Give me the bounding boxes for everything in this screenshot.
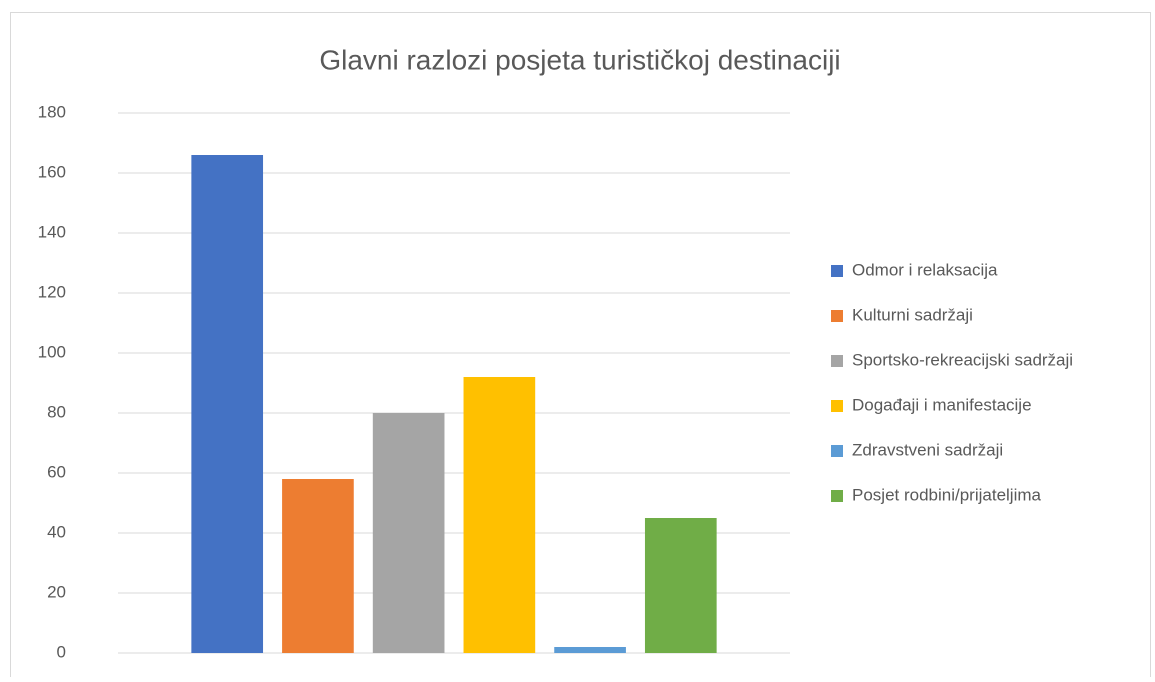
legend-label: Kulturni sadržaji <box>852 305 973 324</box>
bar <box>463 377 536 653</box>
y-tick-label: 0 <box>57 642 66 661</box>
y-tick-label: 120 <box>38 282 66 301</box>
legend-swatch <box>831 310 843 322</box>
bar <box>282 479 354 653</box>
chart-title: Glavni razlozi posjeta turističkoj desti… <box>319 44 840 75</box>
legend-label: Odmor i relaksacija <box>852 260 998 279</box>
y-tick-label: 40 <box>47 522 66 541</box>
legend-swatch <box>831 400 843 412</box>
legend-label: Zdravstveni sadržaji <box>852 440 1003 459</box>
chart-border <box>10 12 1151 682</box>
y-tick-label: 180 <box>38 102 66 121</box>
y-tick-label: 140 <box>38 222 66 241</box>
legend-swatch <box>831 355 843 367</box>
y-tick-label: 60 <box>47 462 66 481</box>
y-tick-label: 80 <box>47 402 66 421</box>
bar <box>554 647 626 653</box>
legend-swatch <box>831 490 843 502</box>
bar <box>372 413 445 653</box>
y-tick-label: 20 <box>47 582 66 601</box>
legend-label: Sportsko-rekreacijski sadržaji <box>852 350 1073 369</box>
bar <box>644 518 717 653</box>
y-tick-label: 100 <box>38 342 66 361</box>
legend-swatch <box>831 265 843 277</box>
legend-swatch <box>831 445 843 457</box>
y-tick-label: 160 <box>38 162 66 181</box>
legend-label: Događaji i manifestacije <box>852 395 1032 414</box>
bar <box>191 155 264 653</box>
legend-label: Posjet rodbini/prijateljima <box>852 485 1042 504</box>
